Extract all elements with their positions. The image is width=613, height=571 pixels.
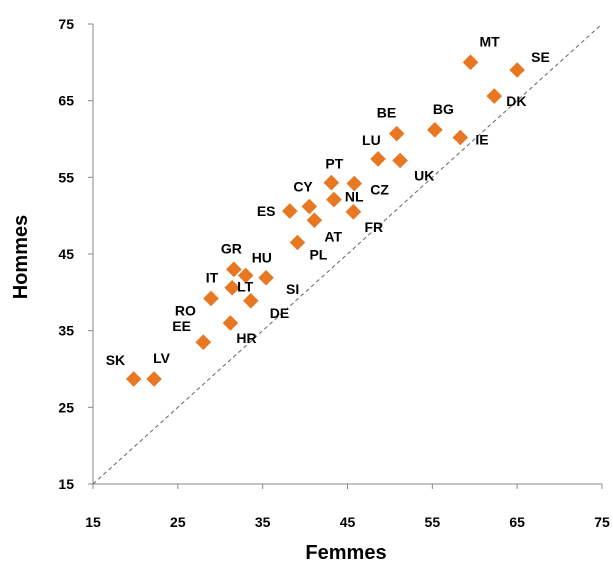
point-lu: [368, 149, 388, 169]
y-tick-label: 75: [58, 16, 74, 32]
x-tick-label: 65: [509, 514, 525, 530]
point-pl: [288, 233, 307, 252]
point-nl: [324, 190, 344, 209]
y-tick-label: 65: [58, 93, 74, 109]
point-cy: [300, 197, 319, 216]
y-tick-label: 15: [58, 476, 74, 492]
point-fr: [344, 202, 363, 222]
label-cz: CZ: [370, 181, 389, 197]
x-tick-label: 55: [425, 514, 441, 530]
point-dk: [485, 86, 504, 106]
point-lt: [222, 278, 242, 297]
y-tick-label: 35: [58, 323, 74, 339]
y-axis-label: Hommes: [10, 215, 32, 299]
point-gr: [224, 260, 244, 279]
y-tick-label: 55: [58, 169, 74, 185]
point-be: [387, 124, 406, 143]
label-cy: CY: [293, 178, 313, 194]
label-ee: EE: [172, 318, 191, 334]
label-de: DE: [270, 305, 289, 321]
point-ee: [194, 332, 213, 352]
data-points: [124, 53, 527, 389]
label-at: AT: [324, 228, 342, 244]
x-tick-label: 75: [594, 514, 610, 530]
label-es: ES: [257, 203, 276, 219]
label-mt: MT: [480, 33, 501, 49]
point-pt: [322, 173, 341, 192]
point-mt: [461, 53, 480, 72]
reference-line: [92, 23, 603, 485]
point-se: [507, 60, 527, 80]
point-cz: [345, 174, 364, 193]
label-hu: HU: [252, 249, 272, 265]
label-sk: SK: [106, 352, 125, 368]
label-lu: LU: [362, 132, 381, 148]
x-tick-label: 25: [170, 514, 186, 530]
point-lv: [144, 369, 164, 389]
label-ro: RO: [175, 302, 196, 318]
label-ie: IE: [475, 131, 488, 147]
label-si: SI: [286, 281, 299, 297]
point-ro: [201, 289, 221, 308]
y-tick-label: 45: [58, 246, 74, 262]
point-es: [280, 201, 300, 221]
point-si: [256, 268, 276, 287]
label-be: BE: [377, 105, 396, 121]
tick-labels: 15 25 35 45 55 65 75 15 25 35 45 55 65 75: [58, 16, 610, 530]
x-tick-label: 15: [85, 514, 101, 530]
x-tick-label: 45: [340, 514, 356, 530]
point-de: [241, 291, 260, 310]
y-tick-label: 25: [58, 399, 74, 415]
label-lt: LT: [237, 279, 254, 295]
point-uk: [390, 151, 410, 170]
point-sk: [124, 369, 143, 389]
label-se: SE: [531, 49, 550, 65]
label-pl: PL: [309, 247, 327, 263]
point-hu: [236, 266, 255, 285]
label-uk: UK: [414, 167, 434, 183]
x-axis-label: Femmes: [305, 542, 386, 564]
label-nl: NL: [345, 189, 364, 205]
label-gr: GR: [221, 240, 242, 256]
point-at: [305, 211, 324, 230]
point-ie: [451, 128, 470, 147]
reference-line-group: [92, 23, 603, 485]
axes: [88, 23, 603, 489]
x-tick-label: 35: [255, 514, 271, 530]
label-hr: HR: [236, 330, 256, 346]
label-it: IT: [206, 270, 219, 286]
label-bg: BG: [433, 101, 454, 117]
label-lv: LV: [153, 350, 171, 366]
point-hr: [221, 313, 240, 333]
label-dk: DK: [506, 93, 526, 109]
point-labels: MT SE DK BE BG IE LU UK PT CZ CY NL ES FR AT PL GR HU SI IT…: [106, 33, 550, 368]
label-pt: PT: [325, 156, 343, 172]
label-fr: FR: [364, 219, 383, 235]
point-bg: [425, 120, 445, 140]
